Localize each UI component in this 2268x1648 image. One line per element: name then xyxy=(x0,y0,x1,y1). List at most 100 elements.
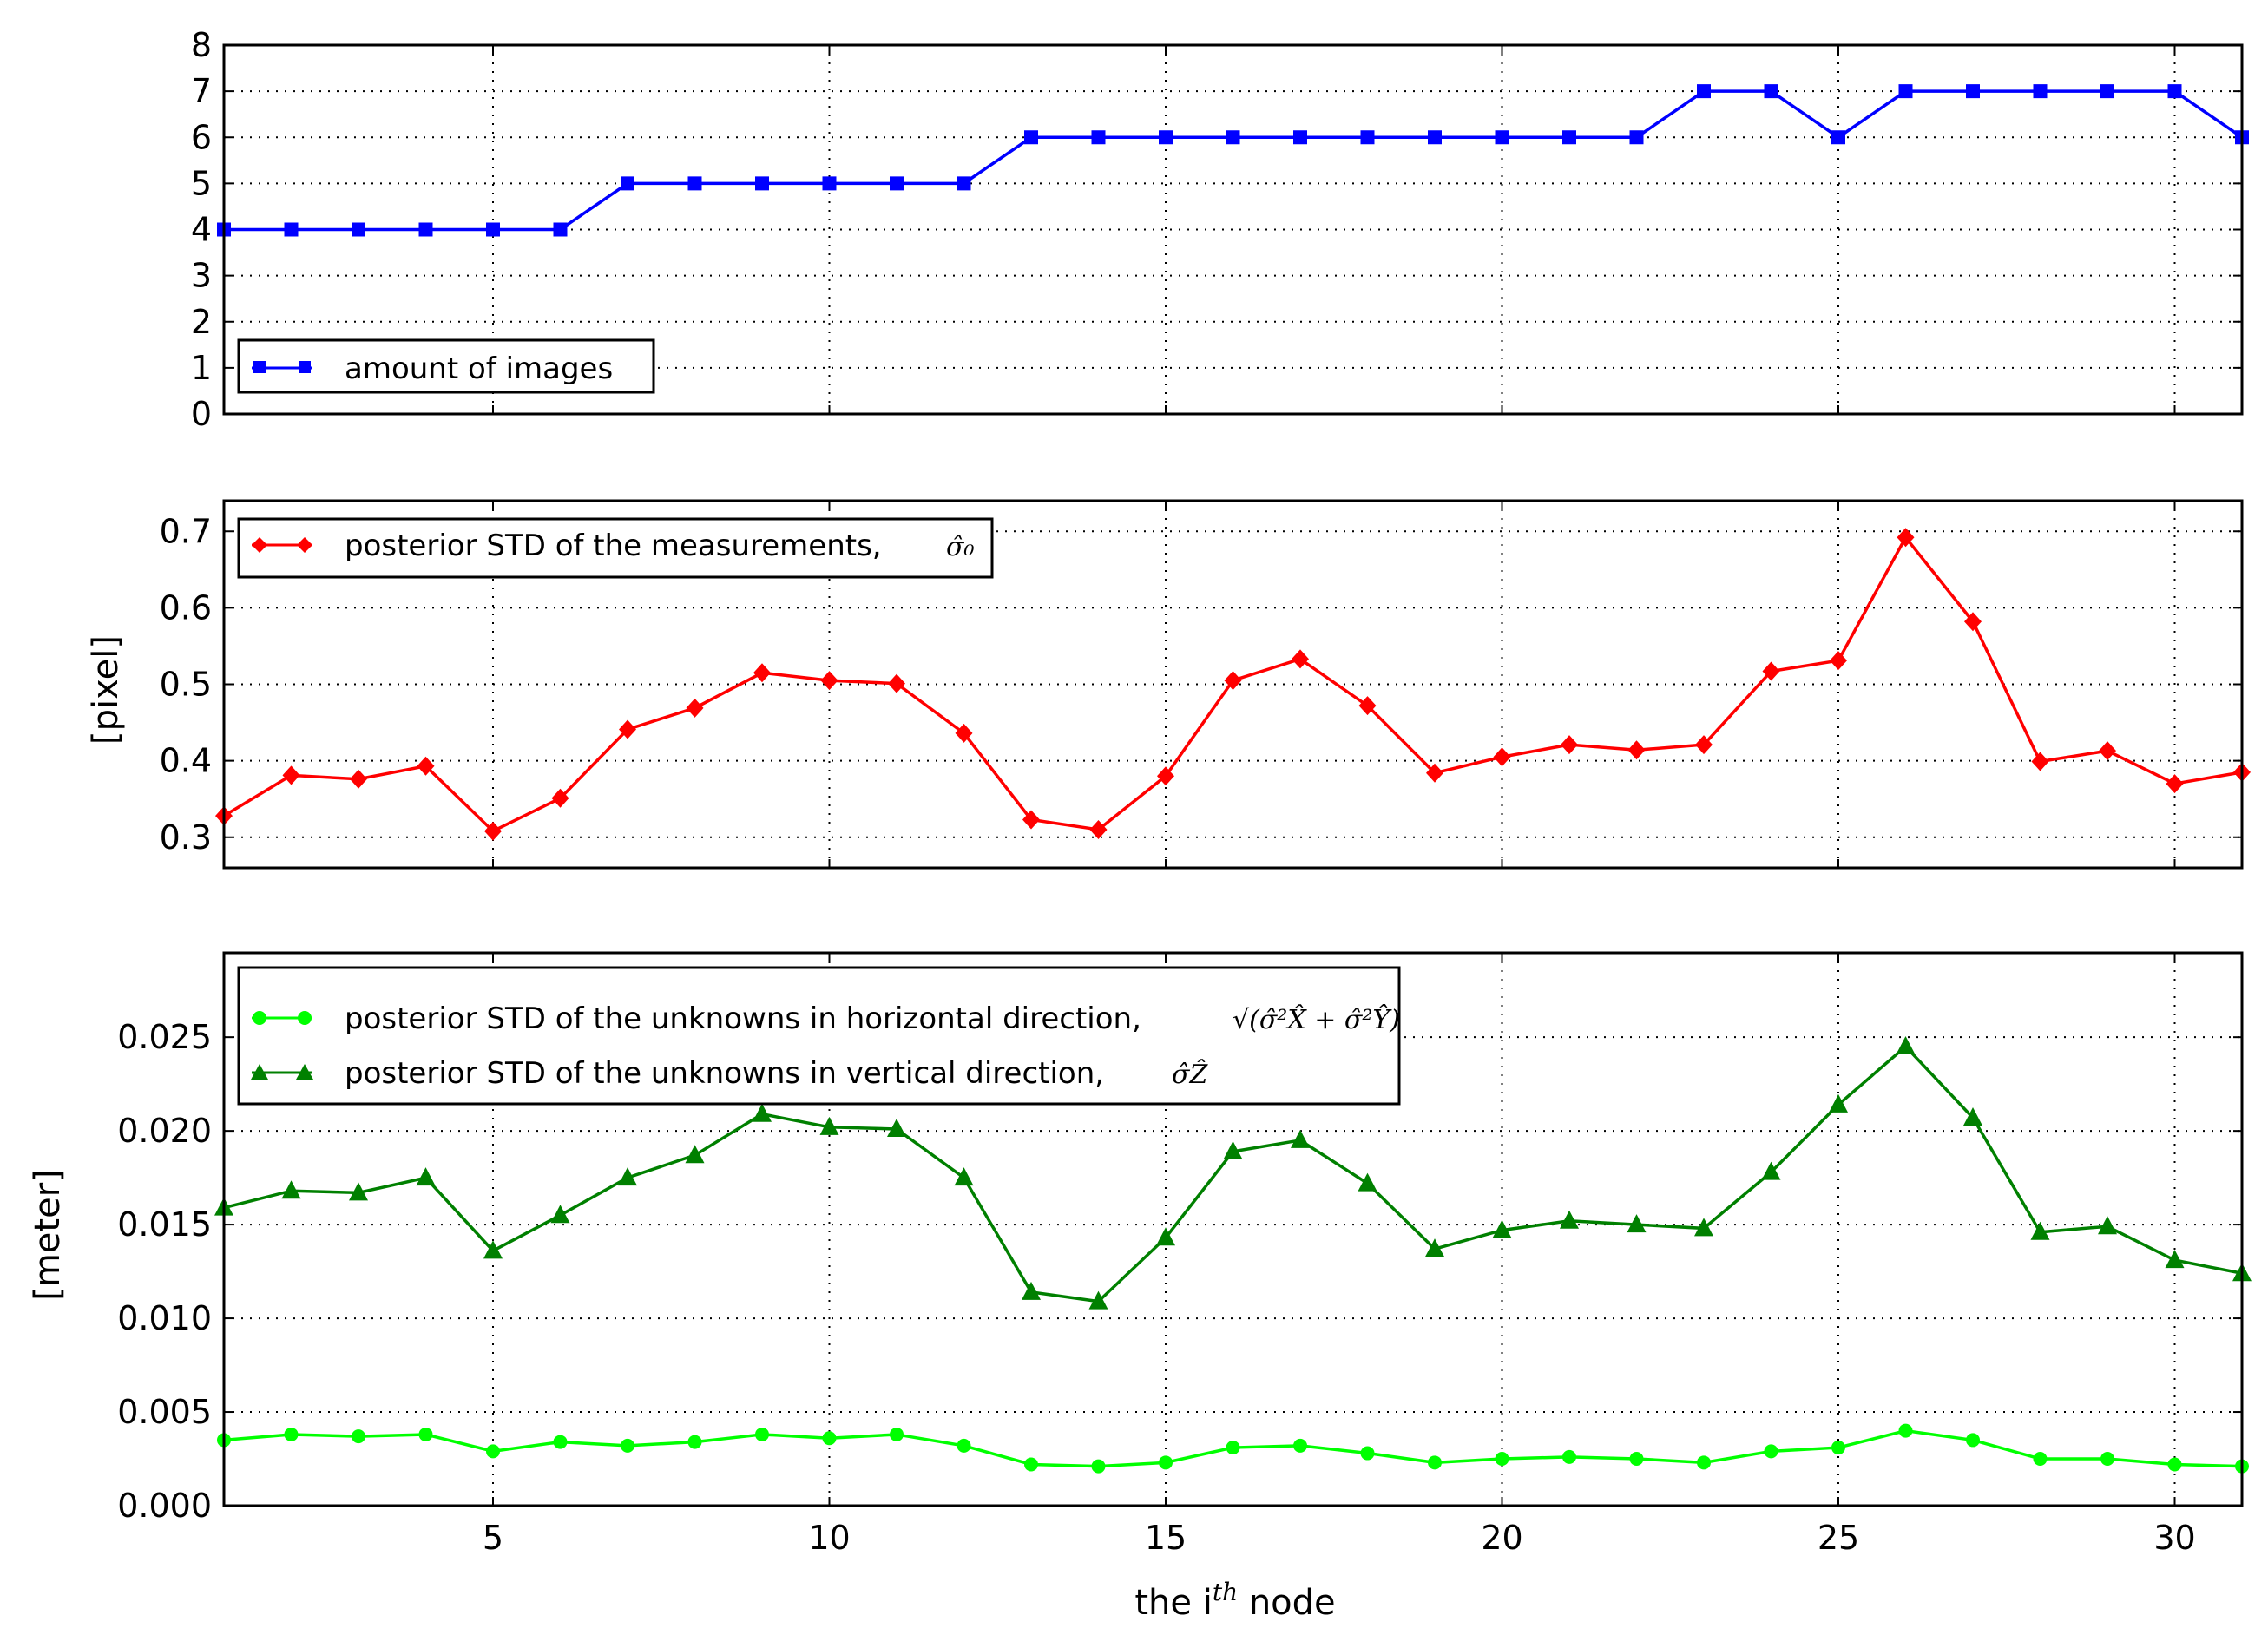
data-point-square xyxy=(1091,130,1106,145)
ytick-label: 0.025 xyxy=(117,1018,212,1056)
ytick-label: 4 xyxy=(191,211,212,249)
panel-amount-of-images: 0 1 2 3 4 5 6 7 8 xyxy=(191,26,2249,433)
data-point-circle xyxy=(1831,1441,1845,1455)
data-point-triangle xyxy=(1560,1210,1579,1229)
data-point-diamond xyxy=(888,673,905,693)
data-point-triangle xyxy=(483,1240,503,1259)
data-point-square xyxy=(2033,84,2048,99)
data-point-circle xyxy=(1898,1423,1913,1438)
legend-label-vertical: posterior STD of the unknowns in vertica… xyxy=(345,1056,1104,1091)
data-point-square xyxy=(755,176,769,191)
data-point-square xyxy=(957,176,971,191)
ytick-label: 0.3 xyxy=(160,818,212,857)
data-point-diamond xyxy=(1157,766,1174,786)
data-point-square xyxy=(1495,130,1509,145)
data-point-diamond xyxy=(1224,671,1242,691)
ytick-label: 0.5 xyxy=(160,666,212,704)
data-point-circle xyxy=(1764,1444,1778,1459)
data-point-circle xyxy=(822,1431,837,1446)
data-point-square xyxy=(553,222,568,237)
data-point-square xyxy=(352,222,365,237)
ytick-label: 0.010 xyxy=(117,1299,212,1337)
data-point-triangle xyxy=(281,1180,301,1199)
data-point-square xyxy=(1629,130,1644,145)
data-point-diamond xyxy=(1426,763,1443,783)
data-point-circle xyxy=(1360,1446,1375,1461)
data-point-diamond xyxy=(1493,747,1511,767)
data-point-diamond xyxy=(1292,649,1309,669)
data-point-diamond xyxy=(2166,774,2184,794)
data-point-circle xyxy=(418,1427,433,1441)
data-point-circle xyxy=(1966,1433,1980,1448)
data-point-circle xyxy=(621,1438,634,1453)
data-point-circle xyxy=(1562,1449,1576,1464)
legend-label-horizontal: posterior STD of the unknowns in horizon… xyxy=(345,1001,1141,1036)
data-point-circle xyxy=(1091,1459,1106,1474)
plot-frame xyxy=(222,43,2244,416)
legend-square-marker xyxy=(253,361,266,373)
data-point-triangle xyxy=(416,1167,436,1186)
data-point-triangle xyxy=(2098,1216,2117,1235)
ytick-label: 2 xyxy=(191,303,212,341)
data-point-circle xyxy=(2167,1457,2182,1472)
legend-math-horizontal: √(σ̂²X̂ + σ̂²Ŷ) xyxy=(1233,1004,1400,1035)
data-point-circle xyxy=(1697,1455,1711,1470)
data-point-square xyxy=(1360,130,1375,145)
data-point-diamond xyxy=(1762,661,1780,681)
data-point-diamond xyxy=(484,821,502,841)
data-point-diamond xyxy=(1695,735,1713,755)
data-point-triangle xyxy=(1492,1219,1512,1238)
legend-diamond-marker xyxy=(297,537,312,553)
ytick-label: 0.7 xyxy=(160,512,212,550)
data-point-circle xyxy=(755,1427,769,1441)
ytick-label: 0 xyxy=(191,395,212,433)
data-point-square xyxy=(1697,84,1711,99)
data-point-square xyxy=(1024,130,1038,145)
data-point-diamond xyxy=(1897,528,1915,548)
data-point-triangle xyxy=(1358,1172,1377,1192)
ytick-label: 7 xyxy=(191,72,212,110)
data-point-triangle xyxy=(2030,1221,2050,1240)
data-point-square xyxy=(2167,84,2182,99)
data-point-diamond xyxy=(2099,741,2116,761)
data-point-diamond xyxy=(753,663,771,683)
legend-math-sigma0: σ̂₀ xyxy=(946,532,975,562)
data-point-square xyxy=(621,176,634,191)
legend-triangle-marker xyxy=(296,1064,313,1080)
data-point-circle xyxy=(1293,1438,1307,1453)
data-point-diamond xyxy=(1561,735,1578,755)
legend-circle-marker xyxy=(253,1011,266,1025)
data-point-square xyxy=(1898,84,1913,99)
legend-square-marker xyxy=(299,361,311,373)
data-point-circle xyxy=(1428,1455,1442,1470)
ytick-label: 3 xyxy=(191,257,212,295)
data-point-triangle xyxy=(550,1205,570,1224)
panel3-ylabel: [meter] xyxy=(28,1169,68,1301)
legend-label-images: amount of images xyxy=(345,351,613,386)
data-point-circle xyxy=(553,1435,568,1449)
legend-math-vertical: σ̂Ẑ xyxy=(1172,1059,1208,1090)
data-point-diamond xyxy=(2031,752,2049,771)
legend-circle-marker xyxy=(298,1011,312,1025)
data-point-triangle xyxy=(1896,1035,1916,1054)
ytick-label: 8 xyxy=(191,26,212,64)
data-point-diamond xyxy=(1830,651,1847,671)
xtick-label: 10 xyxy=(808,1519,850,1557)
data-point-triangle xyxy=(1291,1129,1310,1148)
data-point-circle xyxy=(1629,1452,1644,1467)
data-point-diamond xyxy=(551,788,569,808)
data-point-triangle xyxy=(1156,1227,1175,1246)
ytick-label: 0.015 xyxy=(117,1205,212,1244)
data-point-triangle xyxy=(1761,1161,1781,1180)
data-point-circle xyxy=(284,1427,299,1441)
xaxis-label: the ith node xyxy=(1134,1578,1335,1623)
data-point-square xyxy=(1562,130,1576,145)
ytick-label: 0.020 xyxy=(117,1112,212,1150)
xtick-label: 30 xyxy=(2153,1519,2195,1557)
data-point-circle xyxy=(1024,1457,1038,1472)
ytick-label: 1 xyxy=(191,349,212,387)
data-point-square xyxy=(284,222,299,237)
series-line xyxy=(224,89,2243,232)
data-point-triangle xyxy=(1223,1140,1243,1159)
data-point-triangle xyxy=(753,1103,772,1122)
